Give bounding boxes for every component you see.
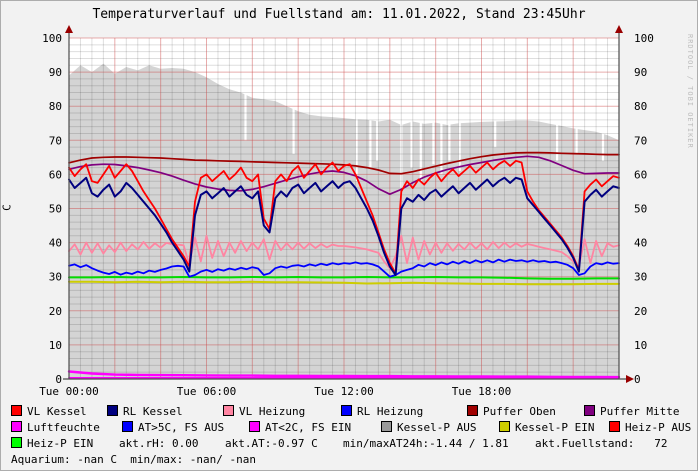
series-puffer-oben <box>68 151 620 175</box>
svg-text:20: 20 <box>634 305 647 318</box>
svg-text:Tue 00:00: Tue 00:00 <box>39 385 99 398</box>
rrdtool-watermark: RRDTOOL / TOBI OETIKER <box>686 34 694 149</box>
grid-minor <box>69 38 619 379</box>
area-kessel-p-aus <box>69 39 619 379</box>
series-luftfeuchte <box>67 370 621 379</box>
svg-text:Tue 06:00: Tue 06:00 <box>177 385 237 398</box>
series-heiz-p-ein <box>68 276 620 280</box>
svg-text:Tue 12:00: Tue 12:00 <box>314 385 374 398</box>
series-rl-heizung <box>68 258 620 278</box>
svg-text:30: 30 <box>49 271 62 284</box>
svg-text:80: 80 <box>634 100 647 113</box>
series-vl-heizung <box>68 234 620 270</box>
svg-text:80: 80 <box>49 100 62 113</box>
svg-text:20: 20 <box>49 305 62 318</box>
series-rl-kessel <box>68 176 620 276</box>
svg-text:50: 50 <box>634 203 647 216</box>
svg-text:Tue 18:00: Tue 18:00 <box>452 385 512 398</box>
svg-text:90: 90 <box>634 66 647 79</box>
grid-major <box>69 37 619 379</box>
graph-title: Temperaturverlauf und Fuellstand am: 11.… <box>92 7 586 22</box>
svg-text:40: 40 <box>634 237 647 250</box>
svg-text:10: 10 <box>634 339 647 352</box>
svg-text:100: 100 <box>42 32 62 45</box>
svg-text:30: 30 <box>634 271 647 284</box>
x-tick-labels: Tue 00:00 Tue 06:00 Tue 12:00 Tue 18:00 <box>39 385 511 398</box>
svg-text:0: 0 <box>634 373 641 386</box>
series-puffer-mitte <box>68 155 620 196</box>
y-tick-labels: 0 0 10 10 20 20 30 30 40 40 50 50 60 60 70 70 80 80 90 90 10… <box>42 32 654 386</box>
svg-text:60: 60 <box>49 168 62 181</box>
svg-text:90: 90 <box>49 66 62 79</box>
svg-text:60: 60 <box>634 168 647 181</box>
axes <box>63 25 634 383</box>
svg-text:70: 70 <box>634 134 647 147</box>
svg-text:70: 70 <box>49 134 62 147</box>
svg-text:50: 50 <box>49 203 62 216</box>
series-kessel-p-ein <box>68 280 620 286</box>
svg-text:40: 40 <box>49 237 62 250</box>
svg-text:10: 10 <box>49 339 62 352</box>
series-vl-kessel <box>68 159 620 275</box>
svg-text:100: 100 <box>634 32 654 45</box>
svg-text:0: 0 <box>55 373 62 386</box>
